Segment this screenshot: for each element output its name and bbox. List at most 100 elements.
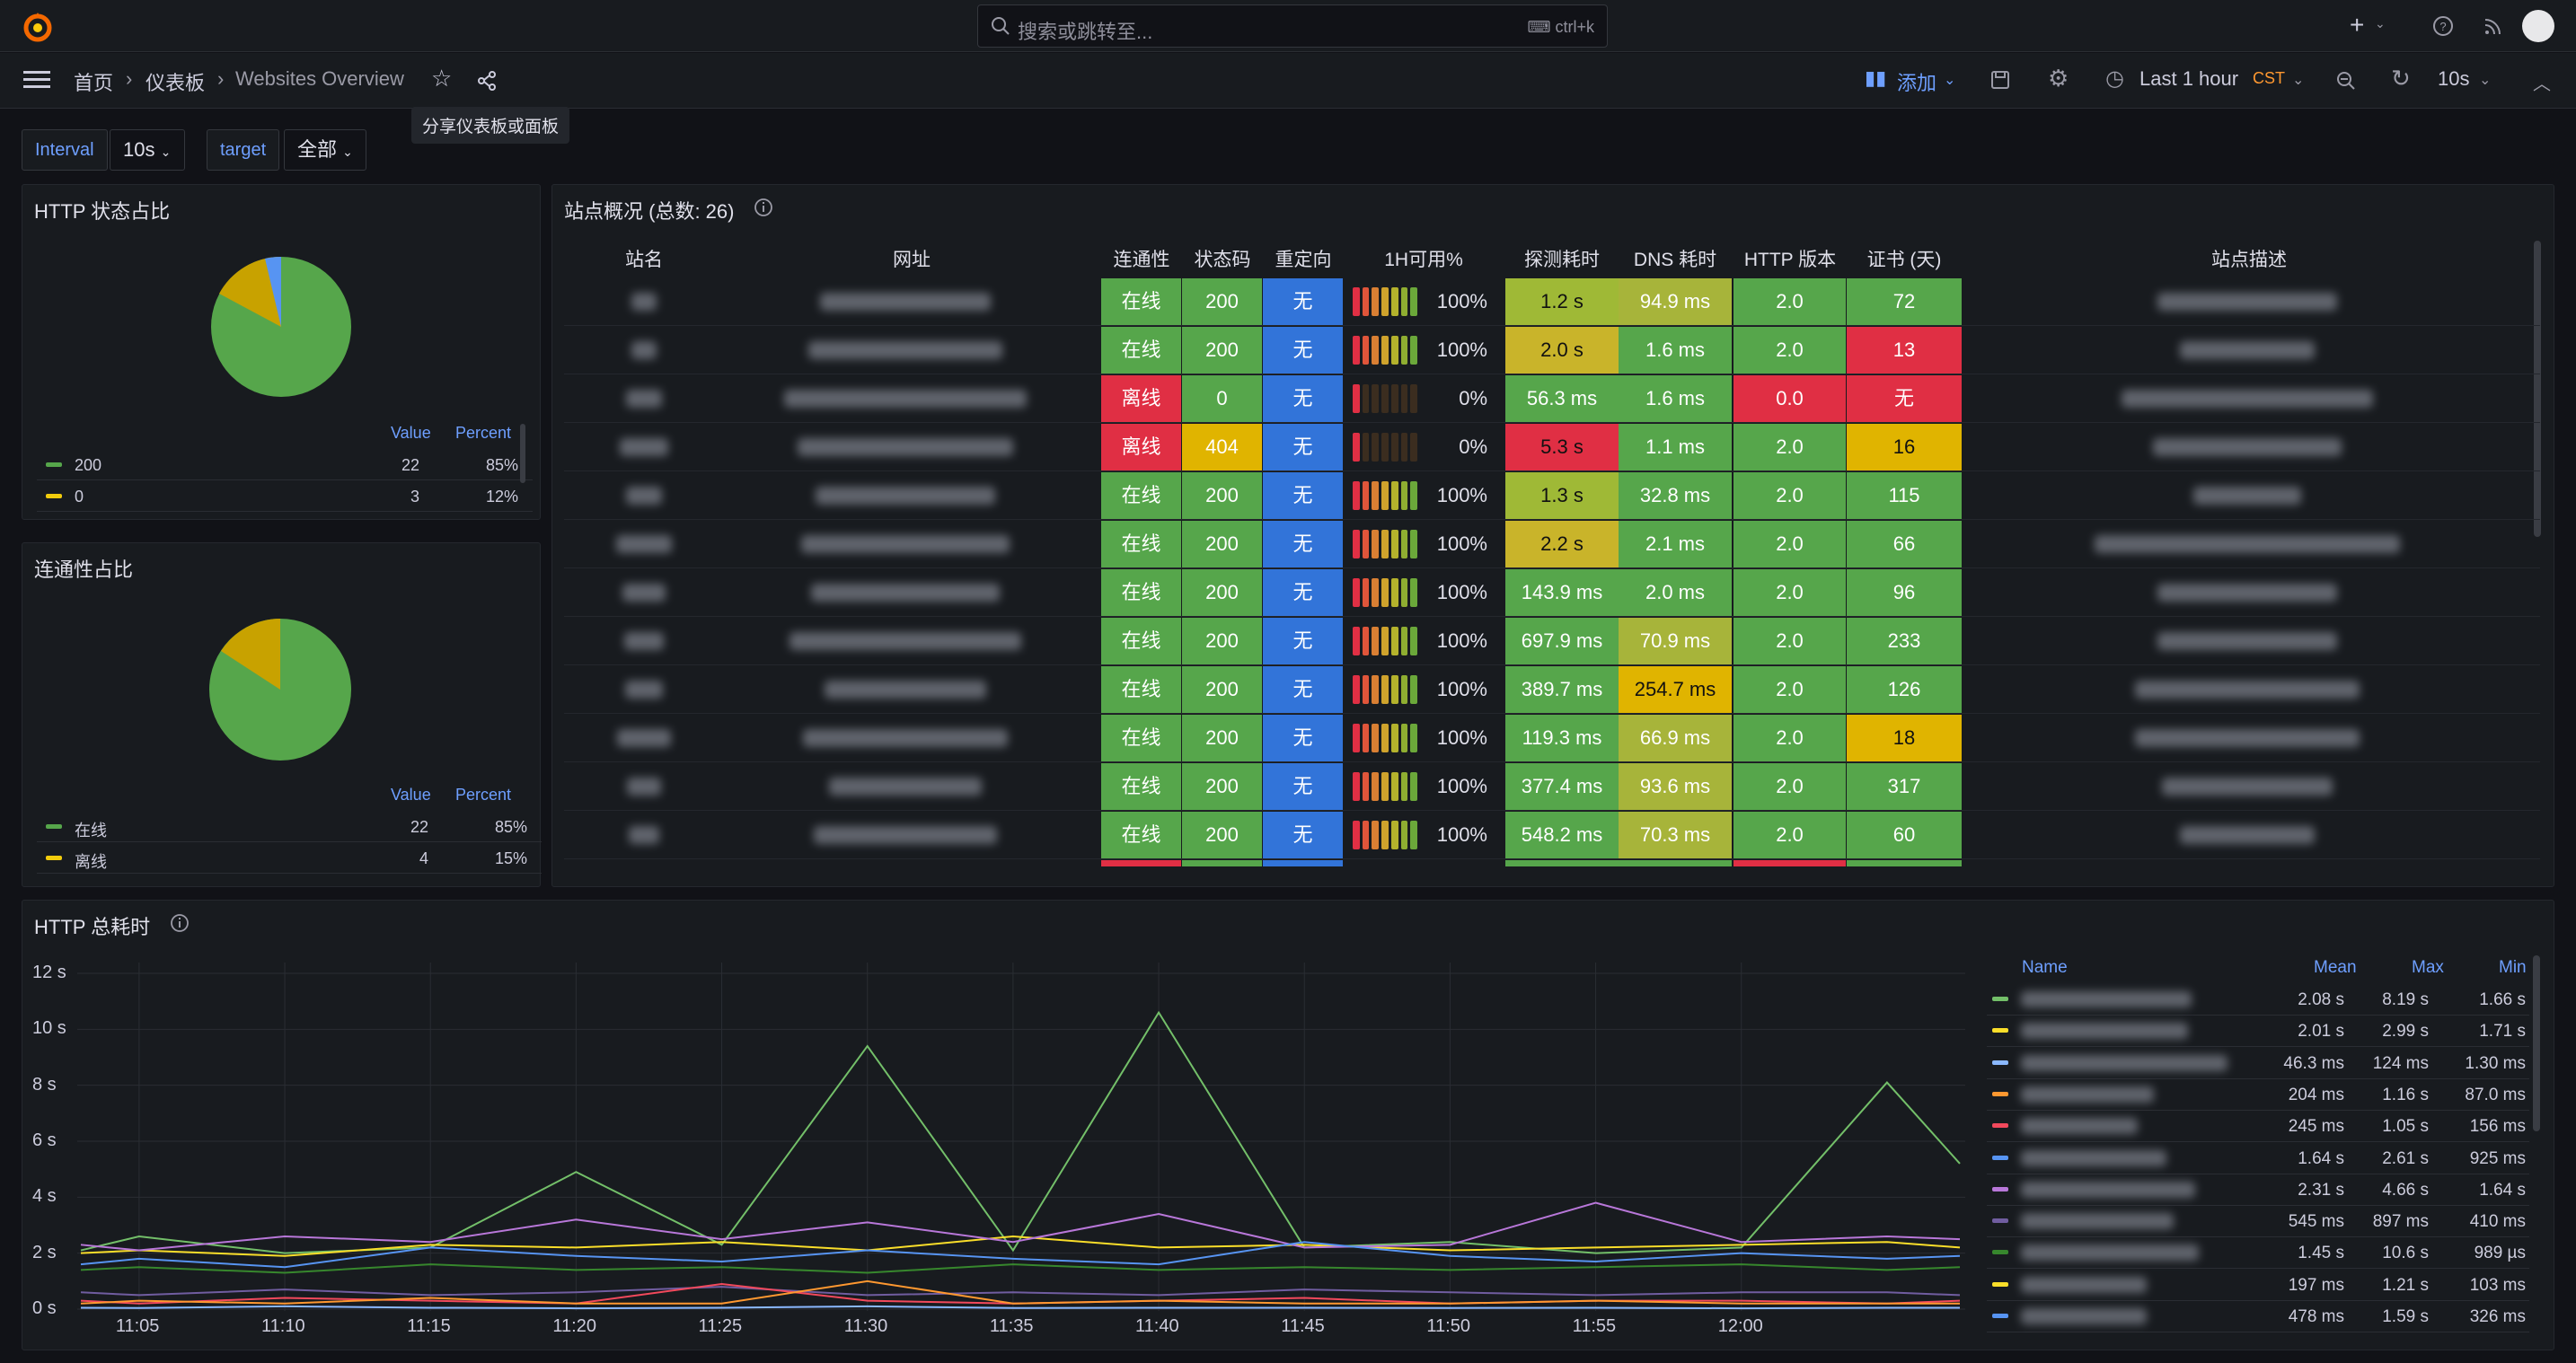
time-range-picker[interactable]: Last 1 hour	[2139, 67, 2239, 90]
avatar[interactable]	[2522, 10, 2554, 42]
series-line[interactable]	[80, 1279, 1960, 1305]
column-header[interactable]: 证书 (天)	[1866, 250, 1942, 270]
chevron-down-icon[interactable]: ⌄	[1944, 73, 1956, 88]
site-url-redacted	[808, 341, 1002, 359]
variable-select-interval[interactable]: 10s ⌄	[110, 129, 185, 171]
column-header[interactable]: 站点描述	[2211, 250, 2287, 270]
legend-row[interactable]: 545 ms 897 ms 410 ms	[1987, 1206, 2529, 1238]
status-code-cell: 200	[1182, 812, 1262, 858]
y-tick-label: 4 s	[32, 1186, 57, 1207]
chevron-down-icon: ⌄	[160, 145, 172, 159]
rss-icon[interactable]	[2483, 15, 2504, 37]
availability-gauge	[1353, 675, 1418, 704]
legend-row[interactable]: 204 ms 1.16 s 87.0 ms	[1987, 1079, 2529, 1111]
connectivity-cell: 在线	[1101, 521, 1181, 567]
pie-slice-offline[interactable]	[221, 619, 280, 690]
share-icon[interactable]	[476, 70, 498, 92]
series-line[interactable]	[80, 1263, 1961, 1274]
legend-swatch	[46, 462, 62, 467]
legend-mean: 1.64 s	[2298, 1148, 2344, 1168]
column-header[interactable]: HTTP 版本	[1743, 250, 1837, 270]
dashboard-nav-bar: 首页 › 仪表板 › Websites Overview ☆ ▮▮ 添加 ⌄ ⚙…	[0, 53, 2576, 109]
series-line[interactable]	[80, 1201, 1961, 1252]
legend-header-max[interactable]: Max	[2412, 958, 2444, 977]
plus-icon[interactable]: +	[2350, 11, 2365, 39]
series-line[interactable]	[80, 1235, 1961, 1257]
site-url-redacted	[816, 487, 995, 505]
site-name-redacted	[616, 535, 672, 553]
status-code-cell: 200	[1182, 327, 1262, 374]
refresh-icon[interactable]: ↻	[2391, 65, 2411, 92]
column-header[interactable]: 探测耗时	[1524, 250, 1600, 270]
legend-swatch	[1992, 1281, 2008, 1287]
zoom-out-icon[interactable]	[2335, 70, 2357, 92]
legend-row[interactable]: 46.3 ms 124 ms 1.30 ms	[1987, 1048, 2529, 1079]
legend-row[interactable]: 离线 4 15%	[37, 842, 542, 874]
breadcrumb-home[interactable]: 首页	[74, 72, 114, 94]
column-header[interactable]: 站名	[625, 250, 663, 270]
legend-header-min[interactable]: Min	[2499, 958, 2527, 977]
legend-row[interactable]: 1.45 s 10.6 s 989 µs	[1987, 1237, 2529, 1270]
chevron-down-icon[interactable]: ⌄	[2375, 16, 2386, 31]
column-header[interactable]: 连通性	[1113, 250, 1170, 270]
help-icon[interactable]: ?	[2432, 15, 2454, 37]
legend-scrollbar[interactable]	[2533, 955, 2540, 1131]
search-bar[interactable]: 搜索或跳转至... ⌨ ctrl+k	[977, 4, 1608, 48]
variable-select-target[interactable]: 全部 ⌄	[284, 129, 366, 171]
legend-row[interactable]: 2.08 s 8.19 s 1.66 s	[1987, 984, 2529, 1016]
legend-swatch	[1992, 1060, 2008, 1065]
star-icon[interactable]: ☆	[431, 65, 453, 92]
time-series-chart[interactable]	[77, 963, 1965, 1311]
series-line[interactable]	[80, 1241, 1961, 1269]
column-header[interactable]: DNS 耗时	[1633, 250, 1717, 270]
series-line[interactable]	[80, 1286, 1961, 1297]
info-icon[interactable]	[754, 198, 773, 217]
pie-slice-other[interactable]	[265, 256, 281, 327]
chevron-down-icon[interactable]: ⌄	[2479, 73, 2492, 88]
site-description-redacted	[2157, 293, 2337, 311]
scrollbar[interactable]	[520, 424, 525, 483]
column-header[interactable]: 1H可用%	[1384, 250, 1463, 270]
legend-header-mean[interactable]: Mean	[2314, 958, 2357, 977]
chevron-down-icon[interactable]: ⌄	[2292, 73, 2305, 88]
chevron-up-icon[interactable]: ︿	[2533, 75, 2551, 94]
column-header[interactable]: 网址	[893, 250, 931, 270]
pie-slice-0[interactable]	[219, 256, 281, 327]
breadcrumb-dashboards[interactable]: 仪表板	[146, 72, 206, 94]
gear-icon[interactable]: ⚙	[2048, 65, 2069, 92]
column-header[interactable]: 状态码	[1194, 250, 1251, 270]
menu-icon[interactable]	[23, 70, 50, 90]
series-line[interactable]	[80, 1010, 1961, 1254]
refresh-interval[interactable]: 10s	[2438, 67, 2470, 90]
connectivity-cell: 离线	[1101, 424, 1181, 470]
legend-header-value: Value	[391, 424, 431, 442]
http-version-cell: 2.0	[1734, 472, 1846, 519]
legend-row[interactable]: 197 ms 1.21 s 103 ms	[1987, 1270, 2529, 1301]
gauge-segment	[1410, 384, 1418, 413]
legend-row[interactable]: 0 3 12%	[37, 480, 533, 512]
legend-row[interactable]: 2.01 s 2.99 s 1.71 s	[1987, 1016, 2529, 1048]
legend-swatch	[1992, 1155, 2008, 1160]
legend-row[interactable]: 478 ms 1.59 s 326 ms	[1987, 1301, 2529, 1332]
gauge-segment	[1390, 627, 1398, 655]
legend-row[interactable]: 245 ms 1.05 s 156 ms	[1987, 1111, 2529, 1143]
legend-max: 1.21 s	[2382, 1275, 2429, 1295]
column-header[interactable]: 重定向	[1275, 250, 1332, 270]
availability-gauge	[1353, 336, 1418, 365]
add-button[interactable]: 添加	[1897, 72, 1937, 94]
legend-row[interactable]: 在线 22 85%	[37, 811, 542, 842]
save-icon[interactable]	[1990, 70, 2010, 90]
site-url-redacted	[814, 826, 997, 844]
connectivity-cell: 在线	[1101, 278, 1181, 325]
grafana-logo-icon[interactable]	[20, 9, 56, 45]
legend-max: 124 ms	[2372, 1053, 2429, 1073]
cert-days-cell: 317	[1847, 763, 1962, 810]
legend-row[interactable]: 1.64 s 2.61 s 925 ms	[1987, 1143, 2529, 1174]
table-scrollbar[interactable]	[2534, 241, 2541, 537]
legend-header-name[interactable]: Name	[2022, 958, 2068, 977]
series-line[interactable]	[80, 1305, 1960, 1310]
info-icon[interactable]	[170, 913, 190, 933]
legend-percent: 15%	[494, 849, 527, 867]
legend-row[interactable]: 2.31 s 4.66 s 1.64 s	[1987, 1174, 2529, 1206]
legend-row[interactable]: 200 22 85%	[37, 449, 533, 480]
